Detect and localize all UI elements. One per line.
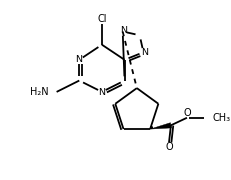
Text: Cl: Cl bbox=[97, 14, 107, 24]
Text: O: O bbox=[165, 142, 173, 152]
Text: N: N bbox=[141, 48, 148, 57]
Text: H₂N: H₂N bbox=[30, 87, 49, 97]
Text: O: O bbox=[183, 108, 191, 118]
Polygon shape bbox=[150, 123, 171, 129]
Text: N: N bbox=[75, 55, 82, 64]
Text: CH₃: CH₃ bbox=[213, 113, 231, 123]
Text: N: N bbox=[120, 26, 127, 35]
Text: N: N bbox=[98, 88, 105, 97]
